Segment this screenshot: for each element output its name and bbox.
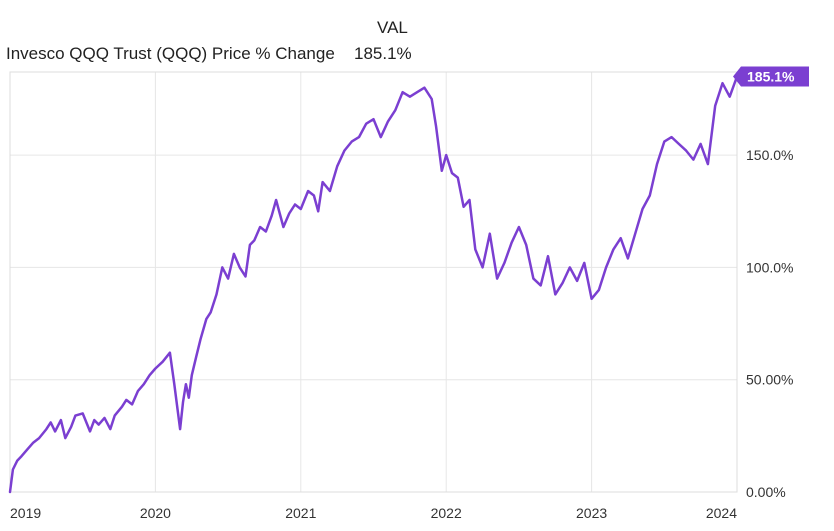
x-axis: 2019 2020 2021 2022 2023 2024	[10, 505, 737, 521]
end-value-flag-shape	[733, 66, 809, 87]
end-value-flag: 185.1%	[733, 66, 809, 87]
y-tick-label: 50.00%	[746, 372, 793, 388]
x-tick-label: 2020	[140, 505, 171, 521]
legend-column-header: VAL	[377, 18, 408, 37]
end-value-label: 185.1%	[747, 68, 795, 84]
grid-lines	[9, 72, 738, 493]
y-tick-label: 0.00%	[746, 484, 786, 500]
legend-series-name[interactable]: Invesco QQQ Trust (QQQ) Price % Change	[6, 44, 335, 63]
series-line[interactable]	[8, 75, 739, 494]
plot-area-frame	[9, 71, 738, 493]
x-tick-label: 2021	[285, 505, 316, 521]
y-tick-label: 150.0%	[746, 147, 793, 163]
y-axis: 0.00% 50.00% 100.0% 150.0%	[746, 147, 793, 500]
x-tick-label: 2019	[10, 505, 41, 521]
x-tick-label: 2024	[706, 505, 737, 521]
chart-legend: VAL Invesco QQQ Trust (QQQ) Price % Chan…	[0, 0, 834, 70]
y-tick-label: 100.0%	[746, 259, 793, 275]
x-tick-label: 2023	[576, 505, 607, 521]
x-tick-label: 2022	[431, 505, 462, 521]
legend-series-value: 185.1%	[354, 44, 412, 63]
